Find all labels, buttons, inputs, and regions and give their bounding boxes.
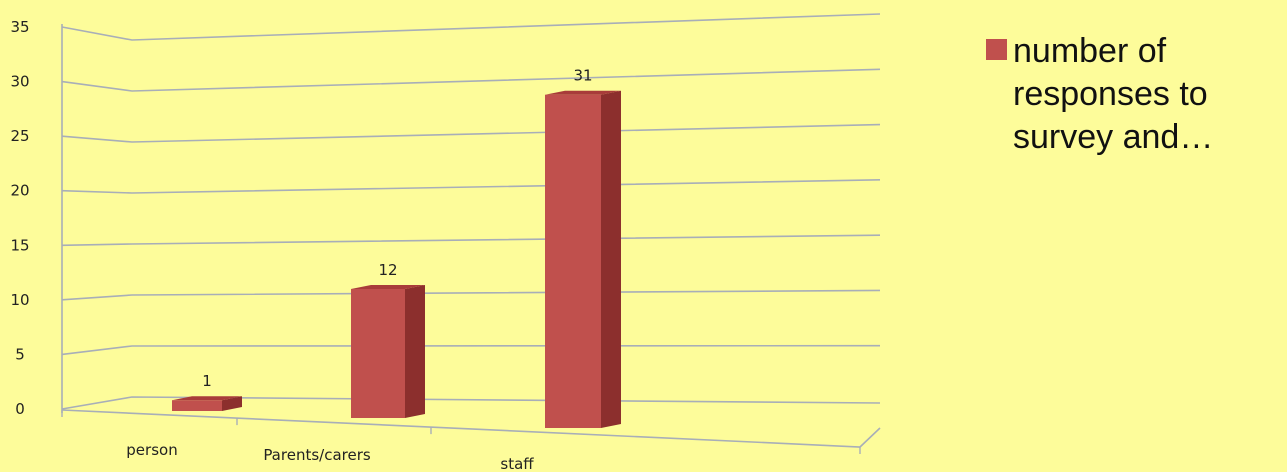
gridline [61, 123, 881, 143]
bar-chart: 0 5 10 15 20 25 30 35 1 12 31 person Parents/carer… [10, 13, 881, 472]
data-labels: 1 12 31 [202, 67, 592, 391]
gridline [61, 68, 881, 92]
y-tick-label: 20 [10, 182, 29, 200]
category-label: staff [500, 455, 534, 472]
data-label: 1 [202, 372, 212, 390]
gridline [61, 234, 881, 247]
bar [351, 288, 405, 418]
gridline [61, 179, 881, 194]
bar-side [405, 284, 425, 418]
y-tick-labels: 0 5 10 15 20 25 30 35 [10, 18, 29, 418]
data-label: 12 [378, 261, 397, 279]
y-tick-label: 10 [10, 291, 29, 309]
bar-top [545, 90, 621, 95]
bar-top [351, 284, 425, 289]
y-tick-label: 5 [15, 345, 25, 363]
bar-side [222, 396, 242, 411]
gridline [61, 289, 881, 301]
x-axis [61, 409, 881, 448]
y-tick-label: 0 [15, 400, 25, 418]
legend: number of responses to survey and… [986, 30, 1286, 159]
legend-swatch [986, 39, 1007, 60]
gridlines [61, 13, 881, 410]
gridline [61, 344, 881, 356]
bar [545, 94, 601, 428]
axes [61, 24, 881, 454]
data-label: 31 [573, 67, 592, 85]
legend-label: number of responses to survey and… [1013, 32, 1214, 156]
y-tick-label: 25 [10, 127, 29, 145]
bars [172, 90, 621, 428]
gridline [61, 13, 881, 41]
category-label: Parents/carers [263, 446, 371, 464]
y-tick-label: 30 [10, 73, 29, 91]
y-tick-label: 15 [10, 236, 29, 254]
category-labels: person Parents/carers staff [126, 441, 534, 472]
y-tick-label: 35 [10, 18, 29, 36]
gridline [61, 396, 881, 410]
bar-top [172, 396, 242, 401]
bar [172, 400, 222, 411]
bar-side [601, 90, 621, 428]
category-label: person [126, 441, 177, 459]
